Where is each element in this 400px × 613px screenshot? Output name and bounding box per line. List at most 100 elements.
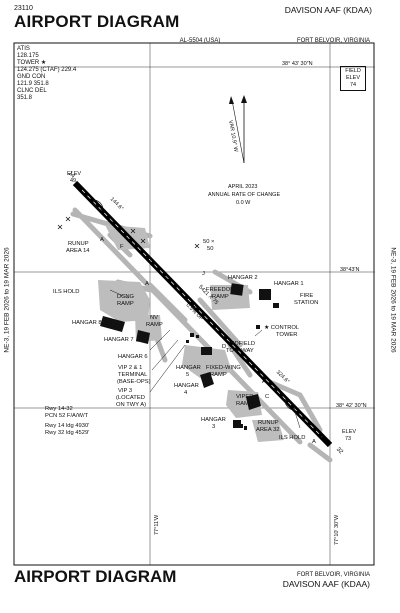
vip-21-label-3: (BASE-OPS) [117,379,151,385]
runway-data-line-2: PCN 52 F/A/W/T [45,413,89,419]
small-building-5 [244,426,247,430]
fixed-wing-ramp [182,345,232,378]
magvar-date: APRIL 2023 [228,184,258,190]
hangar-4-label-2: 4 [184,390,188,396]
elev-nw-value: 49 [70,178,77,184]
ils-hold-se-label: ILS HOLD [279,435,306,441]
vip-3-label-1: VIP 3 [118,388,133,394]
lon-label-left: 77°11′W [154,514,160,535]
hangar-6-label: HANGAR 6 [118,354,148,360]
field-elev-line2: ELEV [345,74,361,81]
ils-hold-marker-se [284,399,296,411]
footer-location: FORT BELVOIR, VIRGINIA [296,572,370,578]
freq-tower-value: 124.275 (CTAF) 229.4 [17,67,77,73]
control-tower-label-2: TOWER [276,332,298,338]
lat-label-top: 38° 43′ 30″N [282,61,313,67]
small-building-4 [240,424,243,428]
hangar-5-building [201,347,212,355]
freq-atis-value: 128.175 [17,53,39,59]
midfield-label-2: TOW-WAY [226,348,254,354]
lon-label-right: 77°10′ 30″W [334,514,340,545]
freq-gnd-label: GND CON [17,74,46,80]
vip-3-label-2: (LOCATED [116,395,145,401]
control-tower-label-1: ★ CONTROL [264,325,300,331]
magnetic-north-arrowhead [229,96,234,104]
freq-clnc-label: CLNC DEL [17,88,47,94]
taxiway-e-label: E [193,304,197,310]
taxiway-a-label-4: A [312,439,316,445]
field-elev-value: 74 [349,81,357,88]
freedom-ramp-label-2: RAMP [212,294,229,300]
footer-airport: DAVISON AAF (KDAA) [282,579,370,589]
hangar-4-label-1: HANGAR [174,383,199,389]
fixed-wing-ramp-label-1: FIXED-WING [206,365,241,371]
small-building-3 [186,340,189,343]
hangar-3-building [233,420,241,428]
freq-clnc-value: 351.8 [17,95,33,101]
chart-id: AL-5504 (USA) [179,38,221,44]
footer-title: AIRPORT DIAGRAM [14,567,177,586]
taxiway-a-label-2: A [145,281,149,287]
fire-station-label-2: STATION [294,300,319,306]
small-building-2 [196,335,199,338]
airport-name: DAVISON AAF (KDAA) [284,5,372,15]
runup-14-label-2: AREA 14 [66,248,90,254]
true-north-arrowhead [241,95,247,103]
obstacle-label-2: 50 [207,246,214,252]
hangar-5-label: HANGAR [176,365,201,371]
dcng-ramp-label-1: DCNG [117,294,135,300]
vip-3-label-3: ON TWY A) [116,402,147,408]
hangar-3-label-2: 3 [212,424,216,430]
small-building-1 [190,333,194,337]
viper-hangar-building [246,394,261,410]
chart-number: 23110 [14,5,33,12]
effective-dates-right: NE-3, 19 FEB 2026 to 19 MAR 2026 [389,247,397,353]
tower-building [256,325,260,329]
diagram-frame [13,42,375,566]
lat-label-bottom: 38° 42′ 30″N [336,403,367,409]
hangar-7-building [136,330,150,344]
hangar-7-label: HANGAR 7 [104,337,134,343]
vip-21-label-1: VIP 2 & 1 [118,365,143,371]
nv-ramp-label-1: NV [150,315,159,321]
hangar-8-label: HANGAR 8 [72,320,102,326]
ils-hold-nw-label: ILS HOLD [53,289,80,295]
freq-atis-label: ATIS [17,46,30,52]
ils-hold-marker-nw [92,199,104,211]
vip-21-label-2: TERMINAL [118,372,148,378]
obstacle-label: 50 × [203,239,215,245]
nv-ramp-label-2: RAMP [146,322,163,328]
freedom-ramp-label-1: FREEDOM [206,287,235,293]
taxiway-j-label: J [202,271,205,277]
leader-lines [109,289,301,429]
fire-station-label-1: FIRE [300,293,314,299]
taxiway-d-label: D [222,344,227,350]
hangar-3-label-1: HANGAR [201,417,226,423]
location: FORT BELVOIR, VIRGINIA [296,38,370,44]
taxiway-a-label-3: A [262,379,266,385]
runup-32-label-1: RUNUP [258,420,279,426]
freq-gnd-value: 121.9 351.8 [17,81,49,87]
obstacle-marks [57,216,200,249]
hangar-8-building [100,316,125,332]
elev-se-label: ELEV [342,429,357,435]
freq-tower-label: TOWER ★ [17,60,47,66]
lat-label-mid: 38°43′N [340,267,360,273]
field-elev-line1: FIELD [345,68,361,74]
magnetic-north-line [231,99,245,164]
field-elevation-box: FIELD ELEV 74 [340,66,366,91]
dcng-ramp-label-2: RAMP [117,301,134,307]
hangar-2-label: HANGAR 2 [228,275,258,281]
magvar-rate: 0.0 W [236,200,251,206]
page-title: AIRPORT DIAGRAM [14,12,180,31]
hangar-1-building [259,289,271,300]
viper-ramp-label-2: RAMP [236,401,253,407]
fixed-wing-ramp-label-2: RAMP [210,372,227,378]
runway-centerline [81,189,323,438]
hangar-2-building [230,283,244,296]
runway-data-line-1: Rwy 14-32 [45,406,73,412]
runway-data-line-3: Rwy 14 ldg 4930′ [45,423,90,429]
midfield-label-1: MIDFIELD [228,341,256,347]
taxiway-b-label: B [148,257,152,263]
